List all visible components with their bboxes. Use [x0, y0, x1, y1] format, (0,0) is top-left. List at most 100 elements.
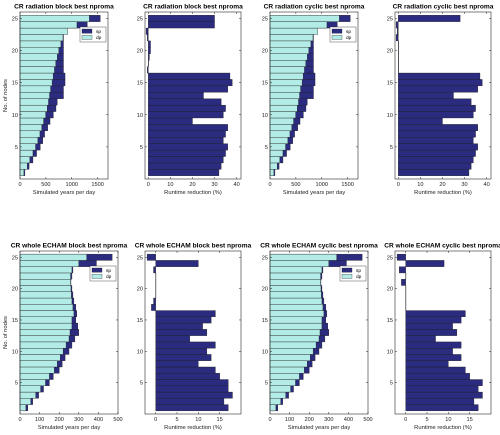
- bar-node-5: [405, 379, 483, 386]
- bar-dp-node-11: [19, 341, 67, 349]
- bar-dp-node-7: [19, 366, 55, 374]
- legend-label-dp: dp: [106, 274, 112, 280]
- bar-dp-node-7: [19, 130, 41, 138]
- x-tick-label: 10: [195, 417, 201, 423]
- x-tick-label: 400: [94, 417, 103, 423]
- bar-node-23: [153, 266, 156, 274]
- bar-node-25: [148, 15, 215, 22]
- bar-node-22: [395, 34, 399, 42]
- bar-dp-node-9: [19, 117, 44, 125]
- legend-label-sp: sp: [346, 30, 351, 35]
- bar-dp-node-20: [19, 285, 72, 292]
- bar-dp-node-16: [19, 310, 75, 318]
- y-tick-label: 25: [387, 16, 393, 22]
- bar-node-7: [405, 366, 466, 374]
- y-tick-label: 10: [387, 349, 393, 355]
- bar-dp-node-15: [269, 316, 323, 324]
- bar-dp-node-12: [269, 98, 299, 106]
- bar-node-6: [398, 137, 474, 144]
- bar-dp-node-19: [269, 53, 308, 61]
- bar-node-2: [398, 162, 472, 170]
- bar-dp-node-22: [19, 272, 71, 280]
- bar-node-8: [148, 124, 228, 132]
- bar-node-2: [148, 162, 222, 170]
- legend-swatch-sp: [81, 28, 93, 34]
- bar-node-6: [405, 373, 470, 380]
- bar-node-25: [396, 253, 406, 261]
- chart-title: CR whole ECHAM cyclic best nproma: [384, 243, 500, 250]
- bar-node-16: [398, 72, 481, 80]
- bar-dp-node-13: [19, 329, 71, 336]
- bar-dp-node-3: [269, 156, 281, 164]
- bar-dp-node-23: [19, 266, 73, 274]
- bar-dp-node-4: [19, 149, 34, 157]
- bar-dp-node-17: [269, 304, 324, 311]
- bar-dp-node-5: [269, 143, 286, 151]
- y-tick-label: 15: [12, 81, 18, 87]
- bar-node-11: [155, 341, 216, 349]
- bar-node-2: [405, 398, 475, 405]
- x-axis-label: Simulated years per day: [33, 190, 96, 196]
- bar-node-23: [397, 27, 399, 35]
- bar-dp-node-24: [269, 21, 328, 29]
- y-tick-label: 5: [265, 145, 268, 151]
- bar-node-24: [148, 21, 215, 29]
- bar-dp-node-15: [269, 79, 303, 87]
- y-tick-label: 15: [137, 81, 143, 87]
- y-tick-label: 5: [265, 381, 268, 387]
- bar-node-9: [405, 354, 462, 361]
- bar-node-15: [148, 79, 233, 87]
- bar-dp-node-6: [19, 137, 39, 144]
- y-tick-label: 15: [262, 81, 268, 87]
- chart-title: CR whole ECHAM block best nproma: [135, 243, 252, 250]
- y-tick-label: 20: [387, 287, 393, 293]
- bar-dp-node-13: [269, 92, 300, 99]
- bar-node-15: [398, 79, 483, 87]
- x-tick-label: 300: [324, 417, 333, 423]
- bar-dp-node-6: [269, 373, 300, 380]
- x-tick-label: 40: [483, 182, 489, 188]
- bar-node-3: [405, 391, 483, 399]
- y-tick-label: 10: [387, 113, 393, 119]
- bar-dp-node-21: [19, 279, 71, 286]
- bar-dp-node-7: [269, 130, 291, 138]
- bar-dp-node-25: [269, 15, 340, 22]
- bar-dp-node-10: [19, 111, 46, 119]
- chart-title: CR radiation block best nproma: [14, 4, 114, 11]
- bar-node-13: [405, 329, 458, 336]
- bar-dp-node-14: [269, 322, 323, 330]
- bar-dp-node-24: [19, 21, 78, 29]
- y-tick-label: 10: [137, 349, 143, 355]
- bar-dp-node-19: [19, 291, 72, 299]
- bar-node-17: [151, 304, 156, 311]
- bar-dp-node-3: [269, 391, 286, 399]
- x-tick-label: 500: [41, 182, 50, 188]
- x-tick-label: 300: [74, 417, 83, 423]
- bar-dp-node-5: [19, 143, 36, 151]
- x-tick-label: 200: [305, 417, 314, 423]
- bar-dp-node-23: [19, 27, 68, 35]
- bar-dp-node-24: [269, 260, 329, 267]
- legend-swatch-sp: [341, 267, 353, 273]
- bar-dp-node-1: [19, 169, 25, 176]
- axes-box: [394, 11, 492, 180]
- x-axis-label: Simulated years per day: [288, 425, 351, 431]
- x-tick-label: 30: [211, 182, 217, 188]
- bar-dp-node-6: [19, 373, 50, 380]
- x-tick-label: 500: [291, 182, 300, 188]
- bar-node-3: [148, 156, 224, 164]
- x-axis-label: Runtime reduction (%): [164, 425, 222, 431]
- legend-label-dp: dp: [356, 274, 362, 280]
- bar-node-10: [148, 111, 224, 119]
- bar-node-11: [398, 104, 476, 112]
- bar-node-10: [398, 111, 474, 119]
- bar-dp-node-15: [19, 79, 53, 87]
- axes-box: [19, 250, 119, 415]
- x-tick-label: 1000: [316, 182, 328, 188]
- bar-node-3: [155, 391, 233, 399]
- bar-dp-node-8: [19, 124, 42, 132]
- bar-node-9: [398, 117, 443, 125]
- bar-dp-node-2: [19, 162, 28, 170]
